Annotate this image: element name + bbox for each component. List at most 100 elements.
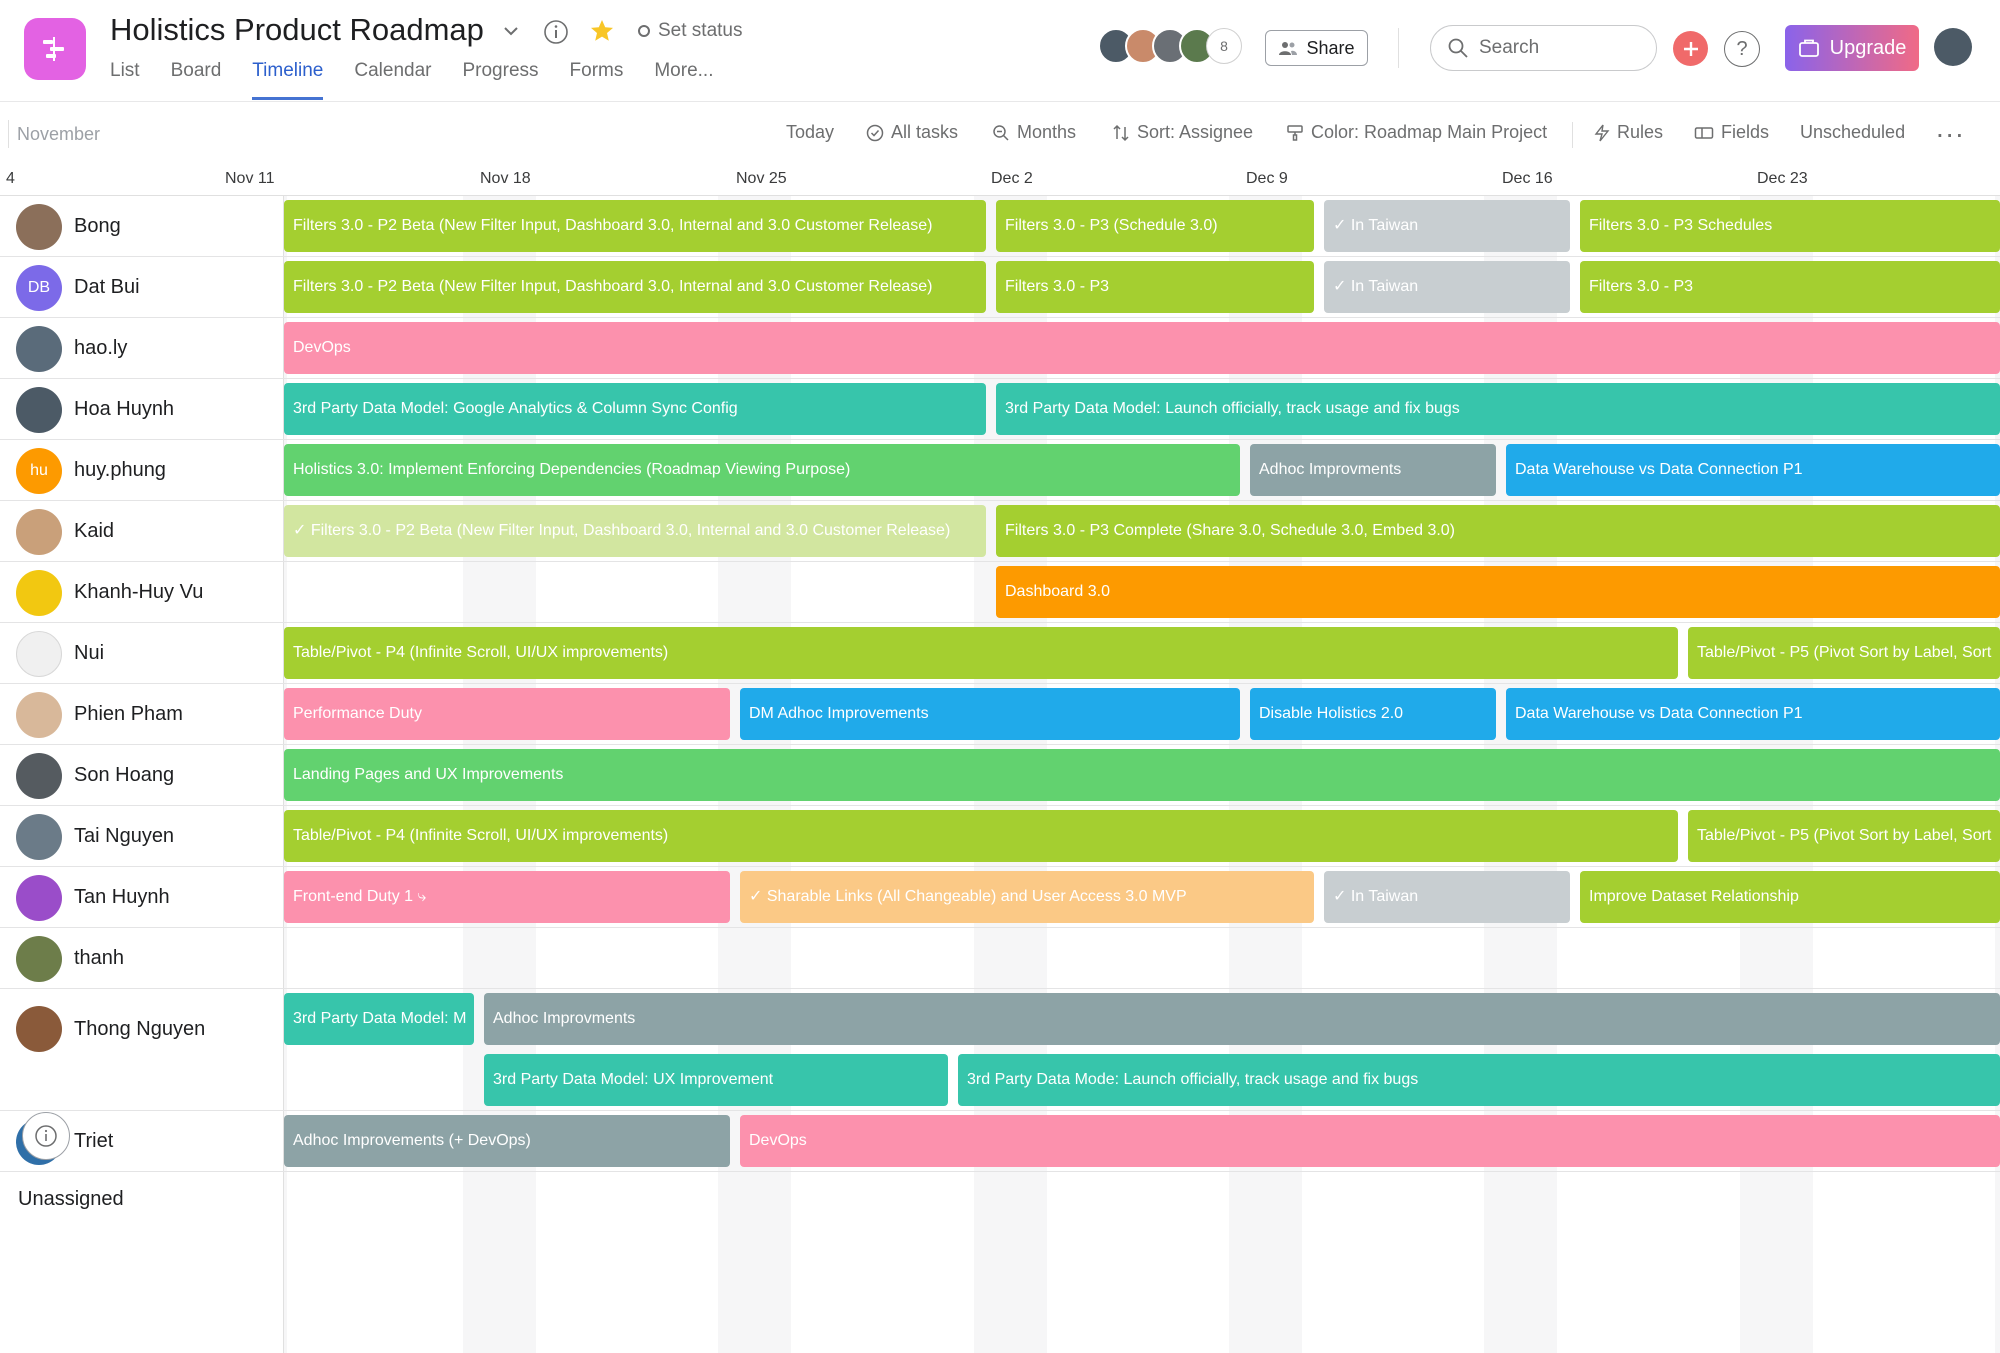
task-bar[interactable]: DevOps [740,1115,2000,1167]
task-bar[interactable]: ✓ In Taiwan [1324,871,1570,923]
task-bar[interactable]: Improve Dataset Relationship [1580,871,2000,923]
user-avatar[interactable] [1934,28,1972,66]
assignee-row[interactable]: Khanh-Huy Vu [0,562,284,623]
status-circle-icon [638,25,650,37]
assignee-row[interactable]: hu huy.phung [0,440,284,501]
info-button[interactable] [22,1112,70,1160]
tab-list[interactable]: List [110,60,140,81]
assignee-row[interactable]: Kaid [0,501,284,562]
task-bar[interactable]: 3rd Party Data Mode: Launch officially, … [958,1054,2000,1106]
date-label: Nov 18 [480,170,531,187]
task-bar[interactable]: Table/Pivot - P4 (Infinite Scroll, UI/UX… [284,627,1678,679]
search-input[interactable]: Search [1430,25,1657,71]
help-button[interactable]: ? [1724,31,1760,67]
tab-more[interactable]: More... [654,60,714,81]
task-bar[interactable]: DevOps [284,322,2000,374]
toolbar-divider [1572,122,1573,148]
task-bar[interactable]: Adhoc Improvments [484,993,2000,1045]
task-bar[interactable]: Adhoc Improvments [1250,444,1496,496]
task-bar[interactable]: ✓ Sharable Links (All Changeable) and Us… [740,871,1314,923]
task-bar[interactable]: Table/Pivot - P4 (Infinite Scroll, UI/UX… [284,810,1678,862]
row-divider [0,683,2000,684]
task-bar[interactable]: Adhoc Improvements (+ DevOps) [284,1115,730,1167]
project-nav-tabs: List Board Timeline Calendar Progress Fo… [110,58,713,100]
task-bar[interactable]: ✓ In Taiwan [1324,200,1570,252]
task-bar[interactable]: 3rd Party Data Model: Launch officially,… [996,383,2000,435]
task-bar[interactable]: Filters 3.0 - P3 (Schedule 3.0) [996,200,1314,252]
tab-board[interactable]: Board [170,60,222,81]
task-bar[interactable]: Data Warehouse vs Data Connection P1 [1506,444,2000,496]
task-bar[interactable]: Filters 3.0 - P3 [1580,261,2000,313]
task-bar[interactable]: Filters 3.0 - P2 Beta (New Filter Input,… [284,200,986,252]
assignee-row[interactable]: Son Hoang [0,745,284,806]
set-status-button[interactable]: Set status [638,20,743,42]
assignee-row[interactable]: hao.ly [0,318,284,379]
task-bar[interactable]: DM Adhoc Improvements [740,688,1240,740]
project-members[interactable]: 8 [1098,28,1242,64]
chevron-down-icon[interactable] [500,20,522,42]
member-count: 8 [1206,28,1242,64]
fields-button[interactable]: Fields [1694,122,1769,143]
task-bar[interactable]: Disable Holistics 2.0 [1250,688,1496,740]
sort-button[interactable]: Sort: Assignee [1112,122,1253,143]
assignee-column: Bong DB Dat Bui hao.ly Hoa Huynh hu huy.phung K… [0,196,284,1353]
task-bar[interactable]: Table/Pivot - P5 (Pivot Sort by Label, S… [1688,810,2000,862]
create-button[interactable] [1673,31,1708,66]
task-bar[interactable]: 3rd Party Data Model: UX Improvement [484,1054,948,1106]
task-bar[interactable]: Data Warehouse vs Data Connection P1 [1506,688,2000,740]
share-button[interactable]: Share [1265,30,1368,66]
assignee-row[interactable]: Hoa Huynh [0,379,284,440]
task-bar[interactable]: Dashboard 3.0 [996,566,2000,618]
task-bar[interactable]: Holistics 3.0: Implement Enforcing Depen… [284,444,1240,496]
project-title[interactable]: Holistics Product Roadmap [110,12,484,47]
more-options-button[interactable]: ... [1936,112,1965,144]
unscheduled-button[interactable]: Unscheduled [1800,122,1905,143]
task-bar[interactable]: Filters 3.0 - P3 Schedules [1580,200,2000,252]
tab-progress[interactable]: Progress [462,60,539,81]
color-button[interactable]: Color: Roadmap Main Project [1286,122,1547,143]
assignee-row[interactable]: Nui [0,623,284,684]
today-button[interactable]: Today [786,122,834,143]
timeline-grid[interactable]: Filters 3.0 - P2 Beta (New Filter Input,… [0,196,2000,1353]
avatar [16,386,62,433]
tab-forms[interactable]: Forms [569,60,624,81]
task-bar[interactable]: Table/Pivot - P5 (Pivot Sort by Label, S… [1688,627,2000,679]
roadmap-icon[interactable] [24,18,86,80]
assignee-row[interactable]: Tan Huynh [0,867,284,928]
avatar [16,813,62,860]
task-bar[interactable]: 3rd Party Data Model: Google Analytics &… [284,383,986,435]
assignee-row[interactable]: Phien Pham [0,684,284,745]
task-bar[interactable]: Filters 3.0 - P3 Complete (Share 3.0, Sc… [996,505,2000,557]
assignee-row[interactable]: Bong [0,196,284,257]
zoom-icon [993,124,1009,141]
assignee-name: Bong [74,215,121,237]
task-bar[interactable]: Landing Pages and UX Improvements [284,749,2000,801]
task-bar[interactable]: 3rd Party Data Model: M [284,993,474,1045]
avatar [16,569,62,616]
rules-button[interactable]: Rules [1594,122,1663,143]
timeline-canvas[interactable]: Filters 3.0 - P2 Beta (New Filter Input,… [284,196,2000,1353]
info-icon[interactable] [542,18,570,46]
task-bar[interactable]: Filters 3.0 - P3 [996,261,1314,313]
assignee-row[interactable]: thanh [0,928,284,989]
row-divider [0,744,2000,745]
task-bar[interactable]: Performance Duty [284,688,730,740]
months-label: Months [1017,122,1077,142]
task-bar[interactable]: ✓ In Taiwan [1324,261,1570,313]
assignee-name: Kaid [74,520,115,542]
assignee-row[interactable]: Tai Nguyen [0,806,284,867]
tab-calendar[interactable]: Calendar [354,60,432,81]
row-divider [0,378,2000,379]
tab-timeline[interactable]: Timeline [252,58,324,100]
star-icon[interactable] [588,17,616,45]
row-divider [0,439,2000,440]
assignee-row[interactable]: Thong Nguyen [0,989,284,1069]
all-tasks-filter[interactable]: All tasks [866,122,958,143]
upgrade-button[interactable]: Upgrade [1785,25,1919,71]
assignee-name: Dat Bui [74,276,140,298]
task-bar[interactable]: ✓ Filters 3.0 - P2 Beta (New Filter Inpu… [284,505,986,557]
zoom-months-button[interactable]: Months [992,122,1076,143]
assignee-row[interactable]: DB Dat Bui [0,257,284,318]
task-bar[interactable]: Front-end Duty 1 ⤷ [284,871,730,923]
task-bar[interactable]: Filters 3.0 - P2 Beta (New Filter Input,… [284,261,986,313]
